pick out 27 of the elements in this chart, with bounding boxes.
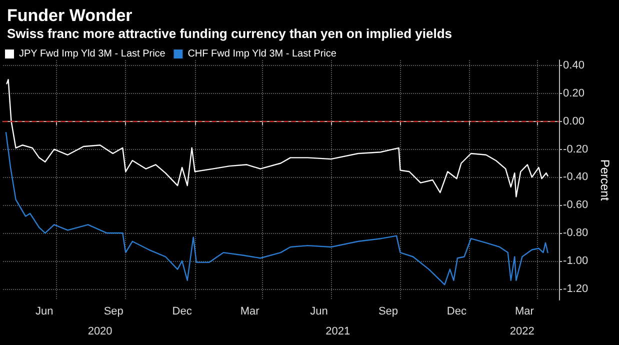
y-tick-label: 0.00 <box>563 115 584 128</box>
line-series <box>5 132 548 286</box>
chart-title: Funder Wonder <box>7 6 133 25</box>
x2-tick-label: 2022 <box>510 326 534 338</box>
legend-label: JPY Fwd Imp Yld 3M - Last Price <box>19 48 166 60</box>
chart-subtitle: Swiss franc more attractive funding currency than yen on implied yields <box>7 26 452 41</box>
legend-label: CHF Fwd Imp Yld 3M - Last Price <box>188 48 337 60</box>
y-tick-label: -0.80 <box>563 227 588 240</box>
x-tick-label: Dec <box>172 306 192 318</box>
x2-tick-label: 2020 <box>88 326 112 338</box>
y-tick-label: -0.40 <box>563 171 588 184</box>
y-tick-label: -0.20 <box>563 143 588 156</box>
y-axis-title: Percent <box>598 159 612 202</box>
y-tick-label: -1.00 <box>563 254 588 267</box>
x-tick-label: Jun <box>310 306 328 318</box>
y-tick-label: 0.40 <box>563 60 584 72</box>
x-tick-label: Dec <box>446 306 467 318</box>
x2-tick-label: 2021 <box>326 326 350 338</box>
x-tick-label: Sep <box>378 306 398 318</box>
y-tick-label: -1.20 <box>563 282 588 295</box>
line-series <box>6 78 548 198</box>
x-tick-label: Mar <box>514 306 534 318</box>
x-tick-label: Sep <box>104 306 124 318</box>
x-tick-label: Mar <box>240 306 260 318</box>
x-tick-label: Jun <box>36 306 54 318</box>
y-tick-label: -0.60 <box>563 199 588 212</box>
y-tick-label: 0.20 <box>563 87 584 100</box>
